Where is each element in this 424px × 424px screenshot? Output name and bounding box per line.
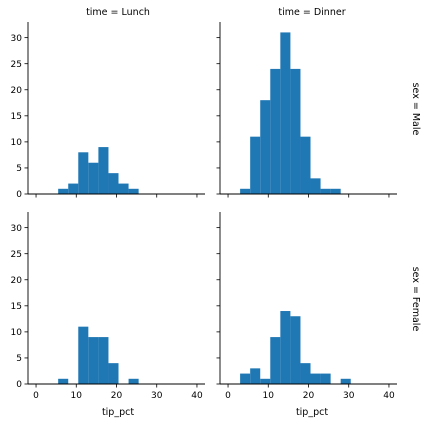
- bar-male-lunch-1: [68, 183, 79, 194]
- bar-female-dinner-4: [280, 311, 291, 384]
- panels-layer: 0 5 10 15 20 25 30 0 5 10 15 20 25 30 0 10 20 30 40 0 10 20 30…: [11, 22, 397, 401]
- x-tick-label-female-dinner-30: 30: [343, 391, 355, 401]
- bar-male-dinner-6: [300, 136, 311, 194]
- bar-female-lunch-4: [98, 337, 109, 384]
- row-title-female: sex = Female: [410, 267, 421, 332]
- y-tick-label-female-lunch-30: 30: [11, 224, 23, 234]
- bar-male-lunch-7: [128, 188, 139, 194]
- bar-female-dinner-0: [240, 373, 251, 384]
- bar-female-lunch-2: [78, 326, 89, 384]
- bar-male-dinner-7: [310, 178, 321, 194]
- x-tick-label-female-lunch-30: 30: [151, 391, 163, 401]
- bar-male-lunch-6: [118, 183, 129, 194]
- x-tick-label-female-dinner-10: 10: [263, 391, 275, 401]
- bar-male-lunch-4: [98, 147, 109, 194]
- y-tick-label-male-lunch-25: 25: [11, 60, 22, 70]
- y-tick-label-female-lunch-10: 10: [11, 328, 23, 338]
- x-tick-label-female-lunch-10: 10: [71, 391, 83, 401]
- bar-female-lunch-5: [108, 363, 119, 384]
- panel-male-lunch: 0 5 10 15 20 25 30: [11, 22, 205, 200]
- bar-male-dinner-4: [280, 32, 291, 194]
- bar-male-dinner-5: [290, 68, 301, 194]
- x-tick-label-female-lunch-20: 20: [111, 391, 123, 401]
- x-axis-label-right: tip_pct: [296, 407, 328, 418]
- y-tick-label-male-lunch-10: 10: [11, 138, 23, 148]
- bar-female-lunch-7: [128, 378, 139, 384]
- x-tick-label-female-lunch-40: 40: [191, 391, 203, 401]
- x-axis-label-left: tip_pct: [102, 407, 134, 418]
- bar-male-lunch-3: [88, 162, 99, 194]
- y-tick-label-male-lunch-15: 15: [11, 112, 22, 122]
- bar-female-lunch-0: [58, 378, 69, 384]
- y-tick-label-female-lunch-20: 20: [11, 276, 23, 286]
- bar-female-dinner-7: [310, 373, 321, 384]
- bar-female-dinner-8: [320, 373, 331, 384]
- bar-female-lunch-3: [88, 337, 99, 384]
- bar-male-lunch-0: [58, 188, 69, 194]
- bar-female-dinner-1: [250, 368, 261, 384]
- bar-female-dinner-5: [290, 316, 301, 384]
- y-tick-label-male-lunch-5: 5: [16, 164, 22, 174]
- bar-male-lunch-5: [108, 173, 119, 194]
- bar-female-dinner-6: [300, 363, 311, 384]
- x-tick-label-female-lunch-0: 0: [33, 391, 39, 401]
- y-tick-label-female-lunch-25: 25: [11, 250, 22, 260]
- panel-male-dinner: [216, 22, 397, 198]
- y-tick-label-male-lunch-20: 20: [11, 86, 23, 96]
- panel-female-dinner: 0 10 20 30 40: [216, 212, 397, 401]
- x-tick-label-female-dinner-40: 40: [383, 391, 395, 401]
- x-tick-label-female-dinner-20: 20: [303, 391, 315, 401]
- x-tick-label-female-dinner-0: 0: [225, 391, 231, 401]
- bar-male-lunch-2: [78, 152, 89, 194]
- bar-male-dinner-8: [320, 188, 331, 194]
- bar-female-dinner-10: [340, 378, 351, 384]
- bar-male-dinner-2: [260, 100, 271, 194]
- y-tick-label-male-lunch-30: 30: [11, 34, 23, 44]
- y-tick-label-female-lunch-5: 5: [16, 354, 22, 364]
- column-title-dinner: time = Dinner: [278, 7, 345, 18]
- bar-female-dinner-3: [270, 337, 281, 384]
- bar-female-dinner-2: [260, 378, 271, 384]
- bar-male-dinner-0: [240, 188, 251, 194]
- y-tick-label-female-lunch-15: 15: [11, 302, 22, 312]
- bar-male-dinner-9: [330, 188, 341, 194]
- panel-female-lunch: 0 5 10 15 20 25 30 0 10 20 30 40: [11, 212, 205, 401]
- bar-male-dinner-3: [270, 68, 281, 194]
- y-tick-label-male-lunch-0: 0: [16, 190, 22, 200]
- y-tick-label-female-lunch-0: 0: [16, 380, 22, 390]
- column-title-lunch: time = Lunch: [86, 7, 150, 18]
- row-title-male: sex = Male: [410, 83, 421, 136]
- bar-male-dinner-1: [250, 136, 261, 194]
